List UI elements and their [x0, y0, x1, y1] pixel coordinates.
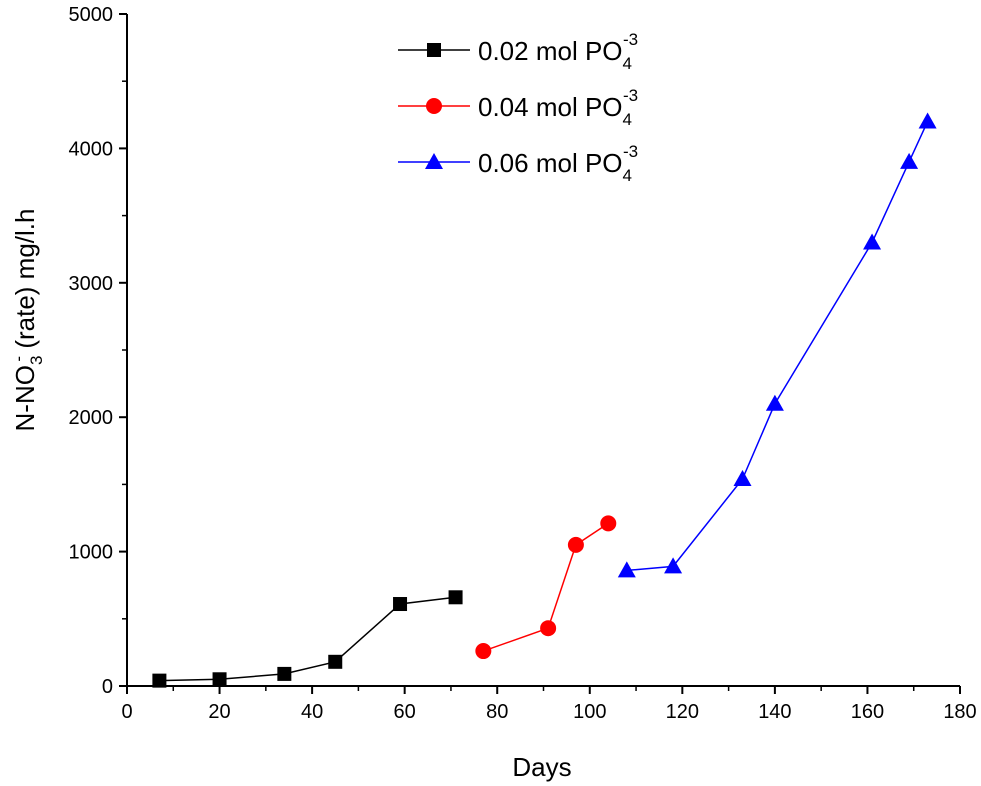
- series-0-point-2: [277, 666, 292, 681]
- axes: 0 20 40 60 80 100 120 140 160 180 0 1000 2000 3000 400…: [69, 4, 977, 723]
- legend-label-sup-2: -3: [623, 142, 638, 161]
- y-axis-title: N-NO3- (rate) mg/l.h: [9, 209, 46, 432]
- y-axis-title-subscript: 3: [27, 356, 46, 365]
- series-0-point-3: [328, 654, 343, 669]
- legend-label-main-2: 0.06 mol PO: [478, 148, 623, 178]
- legend: 0.02 mol PO4-30.04 mol PO4-30.06 mol PO4…: [398, 30, 638, 185]
- y-tick-label-3: 3000: [69, 273, 114, 295]
- x-tick-label-6: 120: [666, 701, 699, 723]
- series-1-point-3: [600, 515, 617, 532]
- y-tick-label-4: 4000: [69, 138, 114, 160]
- legend-entry-2: 0.06 mol PO4 -3: [398, 142, 638, 185]
- legend-entry-0: 0.02 mol PO4 -3: [398, 30, 638, 73]
- series-1-point-1: [540, 620, 557, 637]
- x-tick-label-8: 160: [851, 701, 884, 723]
- x-tick-label-5: 100: [573, 701, 606, 723]
- legend-label-sup-0: -3: [623, 30, 638, 49]
- legend-entry-1: 0.04 mol PO4 -3: [398, 86, 638, 129]
- x-tick-label-7: 140: [758, 701, 791, 723]
- series-2-line: [626, 121, 929, 572]
- series-0: [152, 590, 463, 688]
- series-0-point-4: [393, 597, 408, 612]
- x-axis-title: Days: [512, 752, 571, 782]
- series-2-point-5: [900, 152, 919, 169]
- y-axis-title-prefix: N-NO: [10, 365, 40, 431]
- x-tick-label-4: 80: [486, 701, 508, 723]
- series-0-point-0: [152, 673, 167, 688]
- x-tick-label-9: 180: [943, 701, 976, 723]
- legend-marker-2: [425, 153, 443, 169]
- series-2-point-3: [765, 394, 784, 411]
- y-tick-label-1: 1000: [69, 542, 114, 564]
- legend-label-sup-1: -3: [623, 86, 638, 105]
- series-1-point-2: [567, 536, 584, 553]
- y-tick-label-5: 5000: [69, 4, 114, 26]
- x-tick-label-1: 20: [208, 701, 230, 723]
- x-tick-label-0: 0: [121, 701, 132, 723]
- series-2-point-1: [664, 557, 683, 574]
- legend-label-0: 0.02 mol PO4 -3: [478, 30, 638, 73]
- legend-label-sub-0: 4: [623, 54, 632, 73]
- x-tick-label-2: 40: [301, 701, 323, 723]
- series-1-point-0: [475, 643, 492, 660]
- y-axis-title-suffix: (rate) mg/l.h: [10, 209, 40, 356]
- series-0-point-5: [448, 590, 463, 605]
- series-1-line: [483, 522, 609, 652]
- legend-label-sub-1: 4: [623, 110, 632, 129]
- series-2-point-4: [863, 233, 882, 250]
- y-tick-label-0: 0: [102, 676, 113, 698]
- series-2-point-6: [918, 112, 937, 129]
- y-axis-title-superscript: -: [9, 356, 28, 362]
- legend-marker-1: [426, 98, 442, 114]
- series-2: [617, 112, 937, 578]
- legend-label-sub-2: 4: [623, 166, 632, 185]
- legend-label-2: 0.06 mol PO4 -3: [478, 142, 638, 185]
- series-layer: [152, 112, 937, 688]
- legend-label-main-0: 0.02 mol PO: [478, 36, 623, 66]
- legend-label-1: 0.04 mol PO4 -3: [478, 86, 638, 129]
- series-0-line: [159, 596, 456, 682]
- series-0-point-1: [212, 672, 227, 687]
- series-2-point-0: [617, 561, 636, 578]
- series-1: [475, 515, 617, 660]
- legend-marker-0: [427, 43, 441, 57]
- x-tick-label-3: 60: [394, 701, 416, 723]
- legend-label-main-1: 0.04 mol PO: [478, 92, 623, 122]
- series-2-point-2: [733, 470, 752, 487]
- y-tick-label-2: 2000: [69, 407, 114, 429]
